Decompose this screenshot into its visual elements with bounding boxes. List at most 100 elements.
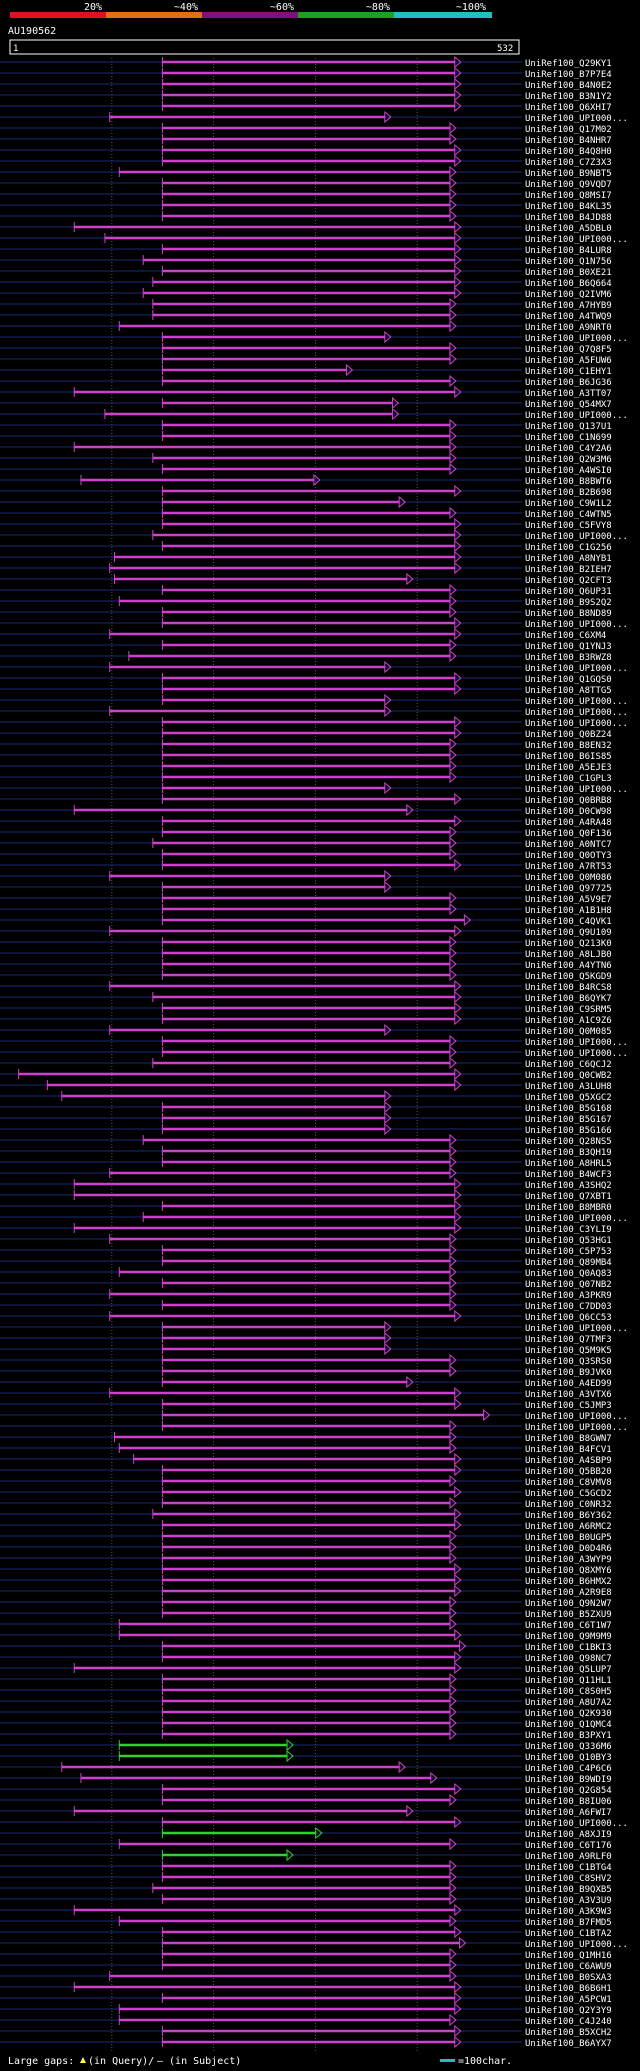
hit-row[interactable]: UniRef100_Q5XGC2 (0, 1089, 612, 1103)
hit-label[interactable]: UniRef100_UPI000... (525, 235, 628, 245)
hit-row[interactable]: UniRef100_Q0BRB8 (0, 792, 612, 806)
hit-row[interactable]: UniRef100_A4RA48 (0, 814, 612, 828)
hit-label[interactable]: UniRef100_C6T1W7 (525, 1621, 612, 1631)
hit-row[interactable]: UniRef100_Q98NC7 (0, 1650, 612, 1664)
hit-label[interactable]: UniRef100_UPI000... (525, 1038, 628, 1048)
hit-row[interactable]: UniRef100_B2B698 (0, 484, 612, 498)
hit-row[interactable]: UniRef100_C5FVY8 (0, 517, 612, 531)
hit-row[interactable]: UniRef100_UPI000... (0, 1045, 628, 1059)
hit-label[interactable]: UniRef100_UPI000... (525, 532, 628, 542)
hit-label[interactable]: UniRef100_A5DBL0 (525, 224, 612, 234)
hit-row[interactable]: UniRef100_Q8MSI7 (0, 187, 612, 201)
hit-label[interactable]: UniRef100_D0CW98 (525, 807, 612, 817)
hit-label[interactable]: UniRef100_A8U7A2 (525, 1698, 612, 1708)
hit-row[interactable]: UniRef100_B4Q8H0 (0, 143, 612, 157)
hit-label[interactable]: UniRef100_B5G167 (525, 1115, 612, 1125)
hit-row[interactable]: UniRef100_B7P7E4 (0, 66, 612, 80)
hit-row[interactable]: UniRef100_Q2Y3Y9 (0, 2002, 612, 2016)
hit-row[interactable]: UniRef100_Q2IVM6 (0, 286, 612, 300)
hit-label[interactable]: UniRef100_Q336M6 (525, 1742, 612, 1752)
hit-row[interactable]: UniRef100_Q0BZ24 (0, 726, 612, 740)
hit-label[interactable]: UniRef100_C8VMV8 (525, 1478, 612, 1488)
hit-row[interactable]: UniRef100_C6T176 (0, 1837, 612, 1851)
hit-row[interactable]: UniRef100_A3SHQ2 (0, 1177, 612, 1191)
hit-row[interactable]: UniRef100_UPI000... (0, 1408, 628, 1422)
hit-label[interactable]: UniRef100_Q8XMY6 (525, 1566, 612, 1576)
hit-row[interactable]: UniRef100_Q07NB2 (0, 1276, 612, 1290)
hit-row[interactable]: UniRef100_Q11HL1 (0, 1672, 612, 1686)
hit-label[interactable]: UniRef100_Q10BY3 (525, 1753, 612, 1763)
hit-label[interactable]: UniRef100_UPI000... (525, 664, 628, 674)
hit-row[interactable]: UniRef100_Q2CFT3 (0, 572, 612, 586)
hit-label[interactable]: UniRef100_A9NRT0 (525, 323, 612, 333)
hit-row[interactable]: UniRef100_Q137U1 (0, 418, 612, 432)
hit-row[interactable]: UniRef100_B6QYK7 (0, 990, 612, 1004)
hit-label[interactable]: UniRef100_D0D4R6 (525, 1544, 612, 1554)
hit-label[interactable]: UniRef100_A7HYB9 (525, 301, 612, 311)
hit-label[interactable]: UniRef100_Q7Q8F5 (525, 345, 612, 355)
hit-row[interactable]: UniRef100_B4JD88 (0, 209, 612, 223)
hit-row[interactable]: UniRef100_B9S2Q2 (0, 594, 612, 608)
hit-label[interactable]: UniRef100_Q2W3M6 (525, 455, 612, 465)
hit-label[interactable]: UniRef100_Q9M9M9 (525, 1632, 612, 1642)
hit-label[interactable]: UniRef100_B9WDI9 (525, 1775, 612, 1785)
hit-label[interactable]: UniRef100_B0XE21 (525, 268, 612, 278)
hit-row[interactable]: UniRef100_B3PXY1 (0, 1727, 612, 1741)
hit-label[interactable]: UniRef100_A3PKR9 (525, 1291, 612, 1301)
hit-label[interactable]: UniRef100_B3QH19 (525, 1148, 612, 1158)
hit-row[interactable]: UniRef100_A9RLF0 (0, 1848, 612, 1862)
hit-label[interactable]: UniRef100_UPI000... (525, 620, 628, 630)
hit-row[interactable]: UniRef100_B4RCS8 (0, 979, 612, 993)
hit-row[interactable]: UniRef100_B4FCV1 (0, 1441, 612, 1455)
hit-label[interactable]: UniRef100_Q0F136 (525, 829, 612, 839)
hit-row[interactable]: UniRef100_C0NR32 (0, 1496, 612, 1510)
hit-row[interactable]: UniRef100_B0XE21 (0, 264, 612, 278)
hit-row[interactable]: UniRef100_UPI000... (0, 231, 628, 245)
hit-label[interactable]: UniRef100_B6IS85 (525, 752, 612, 762)
hit-row[interactable]: UniRef100_Q0M085 (0, 1023, 612, 1037)
hit-row[interactable]: UniRef100_C9W1L2 (0, 495, 612, 509)
hit-row[interactable]: UniRef100_C6AWU9 (0, 1958, 612, 1972)
hit-label[interactable]: UniRef100_Q0BRB8 (525, 796, 612, 806)
hit-label[interactable]: UniRef100_B4KL35 (525, 202, 612, 212)
hit-label[interactable]: UniRef100_UPI000... (525, 1214, 628, 1224)
hit-label[interactable]: UniRef100_B9NBT5 (525, 169, 612, 179)
hit-label[interactable]: UniRef100_C1BTA2 (525, 1929, 612, 1939)
hit-label[interactable]: UniRef100_UPI000... (525, 1324, 628, 1334)
hit-row[interactable]: UniRef100_A8XJI9 (0, 1826, 612, 1840)
hit-row[interactable]: UniRef100_A8HRL5 (0, 1155, 612, 1169)
hit-row[interactable]: UniRef100_A5V9E7 (0, 891, 612, 905)
hit-row[interactable]: UniRef100_UPI000... (0, 781, 628, 795)
hit-row[interactable]: UniRef100_A3PKR9 (0, 1287, 612, 1301)
hit-label[interactable]: UniRef100_Q5M9K5 (525, 1346, 612, 1356)
hit-label[interactable]: UniRef100_A3K9W3 (525, 1907, 612, 1917)
hit-row[interactable]: UniRef100_A3K9W3 (0, 1903, 612, 1917)
hit-row[interactable]: UniRef100_Q89MB4 (0, 1254, 612, 1268)
hit-row[interactable]: UniRef100_A8LJB0 (0, 946, 612, 960)
hit-row[interactable]: UniRef100_Q7XBT1 (0, 1188, 612, 1202)
hit-row[interactable]: UniRef100_C8S0H5 (0, 1683, 612, 1697)
hit-row[interactable]: UniRef100_D0CW98 (0, 803, 612, 817)
hit-label[interactable]: UniRef100_Q2CFT3 (525, 576, 612, 586)
hit-row[interactable]: UniRef100_UPI000... (0, 693, 628, 707)
hit-label[interactable]: UniRef100_B4N0E2 (525, 81, 612, 91)
hit-row[interactable]: UniRef100_UPI000... (0, 660, 628, 674)
hit-row[interactable]: UniRef100_B6IS85 (0, 748, 612, 762)
hit-label[interactable]: UniRef100_A1C9Z6 (525, 1016, 612, 1026)
hit-row[interactable]: UniRef100_C5P753 (0, 1243, 612, 1257)
hit-row[interactable]: UniRef100_B6HMX2 (0, 1573, 612, 1587)
hit-label[interactable]: UniRef100_A5V9E7 (525, 895, 612, 905)
hit-row[interactable]: UniRef100_A8TTG5 (0, 682, 612, 696)
hit-row[interactable]: UniRef100_UPI000... (0, 407, 628, 421)
hit-label[interactable]: UniRef100_Q2G854 (525, 1786, 612, 1796)
hit-label[interactable]: UniRef100_A8LJB0 (525, 950, 612, 960)
hit-row[interactable]: UniRef100_Q5BB20 (0, 1463, 612, 1477)
hit-label[interactable]: UniRef100_A3WYP9 (525, 1555, 612, 1565)
hit-row[interactable]: UniRef100_A4YTN6 (0, 957, 612, 971)
hit-row[interactable]: UniRef100_B8MBR0 (0, 1199, 612, 1213)
hit-row[interactable]: UniRef100_B4LUR8 (0, 242, 612, 256)
hit-row[interactable]: UniRef100_A3V3U9 (0, 1892, 612, 1906)
hit-label[interactable]: UniRef100_C6QCJ2 (525, 1060, 612, 1070)
hit-row[interactable]: UniRef100_B5ZXU9 (0, 1606, 612, 1620)
hit-row[interactable]: UniRef100_Q213K0 (0, 935, 612, 949)
